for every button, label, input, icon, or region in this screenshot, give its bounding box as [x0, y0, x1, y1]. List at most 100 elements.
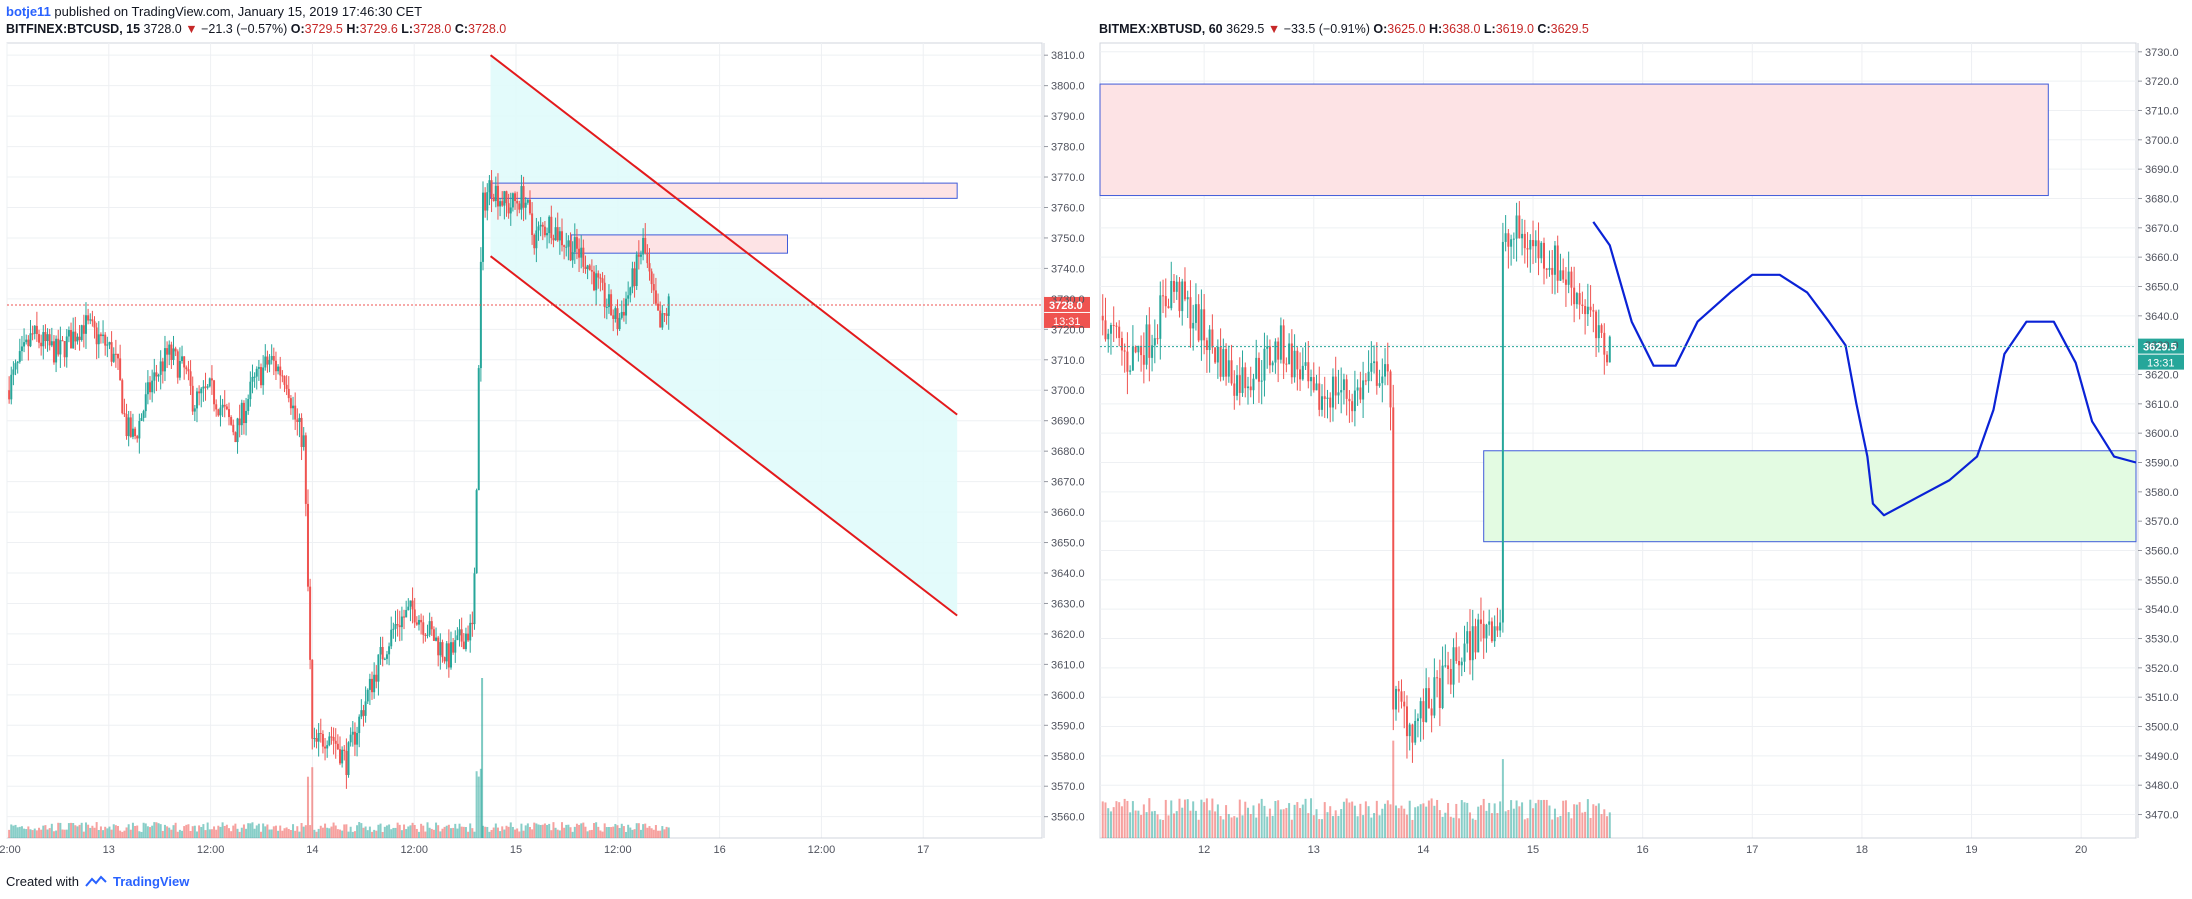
candle-body: [33, 325, 36, 334]
volume-bar: [1183, 799, 1186, 838]
candle: [1321, 384, 1323, 417]
candle: [539, 217, 542, 237]
candle-body: [50, 341, 53, 346]
candle-body: [1392, 407, 1395, 710]
candle-body: [1299, 369, 1302, 380]
candle-body: [27, 339, 30, 347]
candle: [1463, 625, 1466, 672]
candle-body: [1606, 354, 1609, 363]
candle: [166, 341, 169, 368]
candle-body: [161, 361, 164, 372]
volume-bar: [473, 831, 476, 838]
candle: [70, 322, 73, 349]
candle: [1515, 202, 1518, 262]
volume-bar: [1603, 809, 1606, 838]
candle: [375, 665, 378, 689]
candle: [1436, 670, 1439, 698]
volume-bar: [65, 829, 68, 838]
y-tick-label: 3650.0: [1051, 538, 1085, 550]
candle: [52, 335, 55, 365]
candle: [1219, 328, 1222, 382]
volume-bar: [1304, 798, 1307, 838]
candle: [163, 335, 166, 382]
candle: [18, 338, 21, 364]
volume-bar: [14, 824, 17, 838]
candle-body: [368, 678, 371, 690]
volume-bar: [48, 828, 51, 838]
tradingview-brand[interactable]: TradingView: [112, 874, 190, 889]
created-with-text: Created with: [6, 874, 79, 889]
projection-path: [1592, 221, 2137, 517]
candle-body: [552, 238, 555, 241]
candle-body: [1247, 386, 1249, 389]
volume-bar: [33, 828, 36, 838]
symbol-right[interactable]: BITMEX:XBTUSD, 60: [1099, 22, 1223, 36]
candle: [281, 370, 284, 383]
chart-btcusd-15[interactable]: [6, 42, 1090, 839]
countdown-text: 13:31: [2147, 358, 2175, 370]
volume-bar: [368, 826, 371, 838]
candle: [1603, 323, 1606, 375]
chart-xbtusd-60[interactable]: [1099, 42, 2184, 839]
volume-bar: [1477, 806, 1480, 838]
volume-bar: [223, 825, 226, 838]
candle: [522, 176, 525, 222]
volume-bar: [556, 829, 559, 838]
x-tick-label: 12:00: [808, 844, 836, 856]
y-tick-label: 3560.0: [1051, 812, 1085, 824]
candle: [1389, 369, 1392, 431]
candle: [16, 360, 19, 374]
candle: [292, 396, 295, 420]
candle-body: [1384, 364, 1387, 377]
candle-body: [1222, 349, 1225, 377]
y-tick-label: 3630.0: [1051, 598, 1085, 610]
volume-bar: [153, 822, 156, 838]
volume-bar: [106, 828, 109, 838]
candle-body: [383, 658, 386, 660]
candle: [296, 408, 299, 436]
candle-body: [1595, 311, 1598, 339]
volume-bar: [627, 824, 630, 838]
candle-body: [1474, 626, 1477, 653]
candle-body: [1323, 396, 1326, 399]
candle-body: [234, 432, 237, 443]
candle: [366, 688, 369, 705]
y-tick-label: 3700.0: [2145, 135, 2179, 147]
volume-bar: [488, 831, 491, 838]
volume-bar: [1595, 805, 1598, 838]
volume-bar: [403, 824, 406, 838]
volume-bar: [1592, 804, 1595, 838]
candle: [313, 727, 316, 748]
volume-bar: [38, 827, 41, 838]
candle: [1129, 365, 1132, 375]
volume-bar: [1367, 806, 1370, 838]
volume-bar: [415, 828, 418, 838]
candle-body: [236, 418, 239, 443]
candle: [537, 221, 540, 241]
candle: [635, 251, 638, 290]
volume-bar: [1482, 798, 1485, 838]
author-link[interactable]: botje11: [6, 4, 51, 19]
volume-bar: [1567, 812, 1570, 838]
candle-body: [1589, 306, 1592, 311]
candle: [294, 392, 297, 430]
candle-body: [1469, 631, 1471, 661]
candle: [403, 609, 406, 630]
candle-body: [1603, 332, 1606, 355]
candle-body: [620, 311, 623, 318]
volume-bar: [452, 827, 455, 838]
candle: [1438, 659, 1441, 727]
volume-bar: [1521, 802, 1524, 838]
volume-bar: [59, 822, 62, 838]
candle-body: [89, 319, 92, 321]
volume-bar: [1205, 798, 1208, 838]
candle: [1373, 345, 1376, 374]
volume-bar: [657, 830, 660, 838]
candle-body: [629, 287, 632, 296]
candle-body: [38, 334, 41, 343]
volume-bar: [142, 822, 145, 838]
volume-bar: [595, 822, 598, 838]
candle-body: [10, 374, 13, 400]
symbol-left[interactable]: BITFINEX:BTCUSD, 15: [6, 22, 141, 36]
